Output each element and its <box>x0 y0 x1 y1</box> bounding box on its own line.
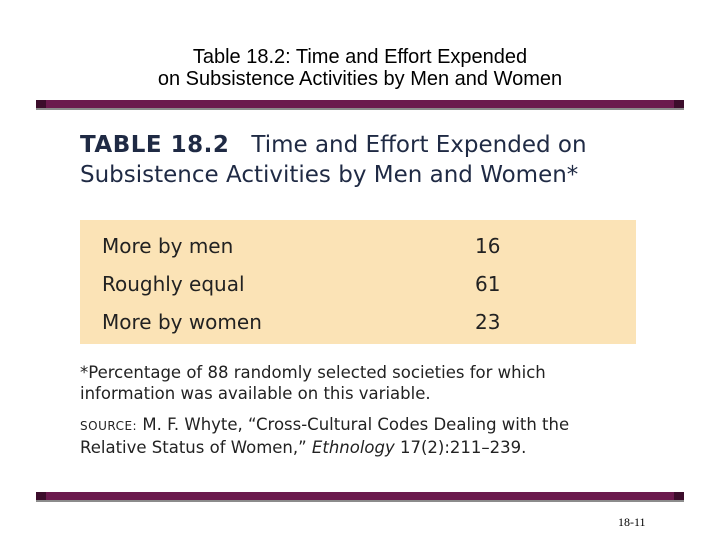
bottom-divider-right-cap <box>674 492 684 500</box>
table-heading: TABLE 18.2 Time and Effort Expended on Su… <box>80 130 640 190</box>
footnote-line-1: *Percentage of 88 randomly selected soci… <box>80 363 546 382</box>
source-text-2: Relative Status of Women,” <box>80 438 312 457</box>
slide-title: Table 18.2: Time and Effort Expended on … <box>60 46 660 90</box>
bottom-divider-left-cap <box>36 492 46 500</box>
row-label: Roughly equal <box>102 272 245 296</box>
source-citation: 17(2):211–239. <box>394 438 527 457</box>
row-value: 16 <box>475 234 501 258</box>
row-label: More by women <box>102 310 262 334</box>
table-row: More by women 23 <box>102 307 622 337</box>
table-number: TABLE 18.2 <box>80 132 230 158</box>
slide-title-line-2: on Subsistence Activities by Men and Wom… <box>157 68 563 90</box>
source-line-1: SOURCE: M. F. Whyte, “Cross-Cultural Cod… <box>80 414 640 437</box>
table-source: SOURCE: M. F. Whyte, “Cross-Cultural Cod… <box>80 414 640 458</box>
slide-number: 18-11 <box>618 515 646 529</box>
top-divider <box>36 100 684 110</box>
data-table: More by men 16 Roughly equal 61 More by … <box>80 220 636 344</box>
source-label: SOURCE: <box>80 419 138 433</box>
table-row: Roughly equal 61 <box>102 269 622 299</box>
table-heading-line-1: TABLE 18.2 Time and Effort Expended on <box>80 130 640 160</box>
source-journal: Ethnology <box>311 438 395 457</box>
top-divider-right-cap <box>674 100 684 108</box>
table-footnote: *Percentage of 88 randomly selected soci… <box>80 362 600 404</box>
row-value: 61 <box>475 272 501 296</box>
slide-title-line-1: Table 18.2: Time and Effort Expended <box>192 46 528 68</box>
footnote-line-2: information was available on this variab… <box>80 384 431 403</box>
table-row: More by men 16 <box>102 231 622 261</box>
source-line-2: Relative Status of Women,” Ethnology 17(… <box>80 437 640 458</box>
table-heading-line-2: Subsistence Activities by Men and Women* <box>80 162 579 188</box>
row-label: More by men <box>102 234 234 258</box>
row-value: 23 <box>475 310 501 334</box>
bottom-divider <box>36 492 684 502</box>
top-divider-left-cap <box>36 100 46 108</box>
table-heading-text-1: Time and Effort Expended on <box>251 132 587 158</box>
source-text-1: M. F. Whyte, “Cross-Cultural Codes Deali… <box>137 415 570 434</box>
